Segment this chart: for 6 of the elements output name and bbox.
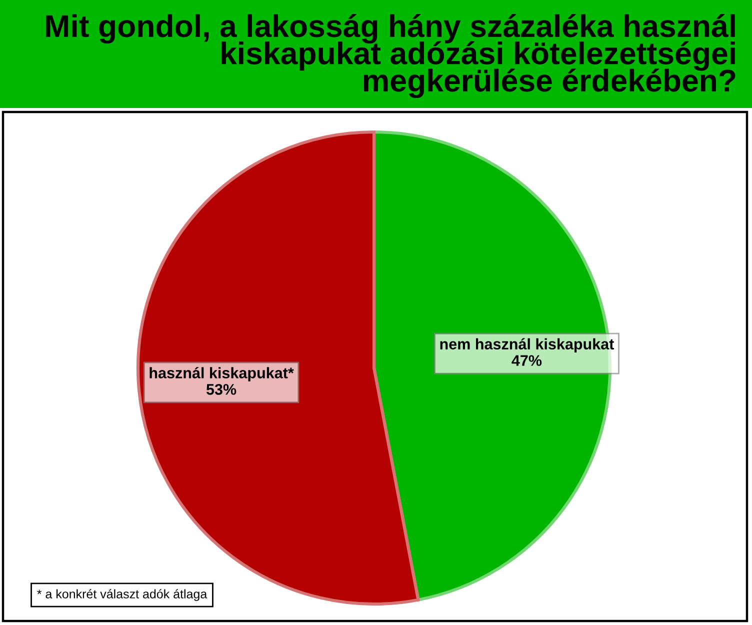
data-label: 47%	[512, 355, 542, 366]
chart-title: Mit gondol, a lakosság hány százaléka használ kiskapukat adózási kötelezettségei megkerülése érdekében?	[46, 14, 736, 98]
slice-label: használ kiskapukat*	[150, 367, 294, 382]
text: * a konkrét választ adók átlaga	[37, 589, 208, 601]
data-label: 53%	[206, 384, 236, 395]
slice-label: nem használ kiskapukat	[440, 338, 614, 353]
